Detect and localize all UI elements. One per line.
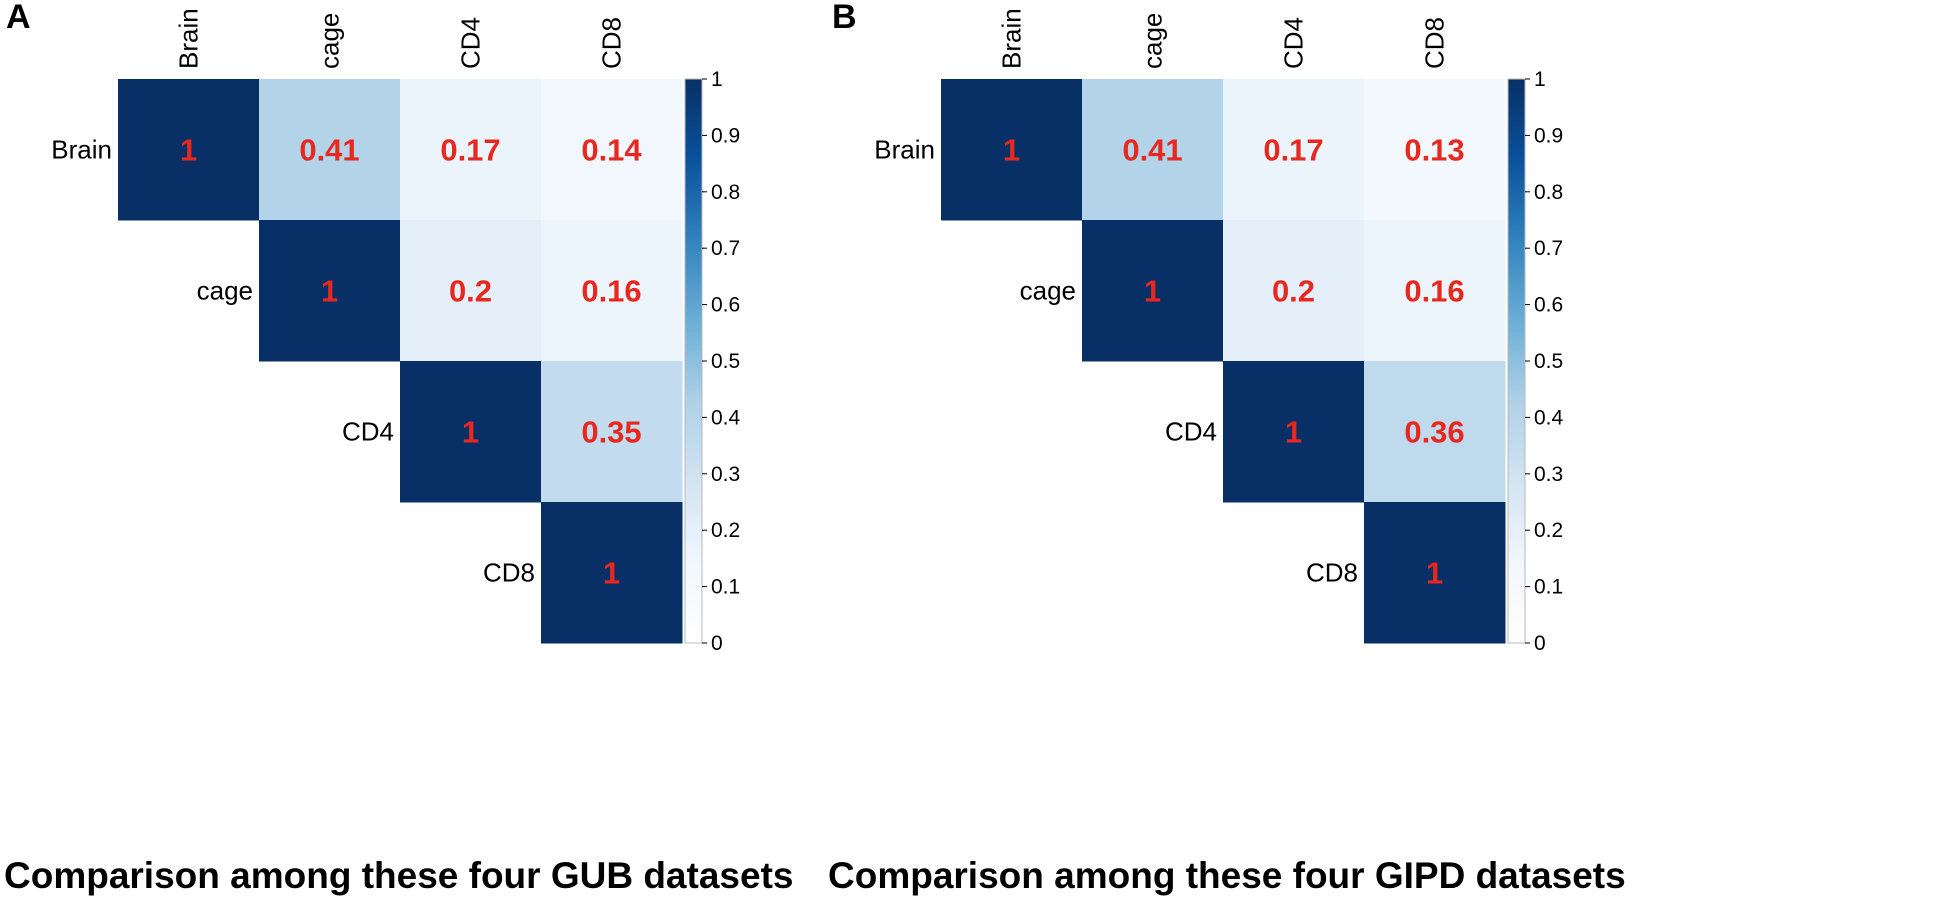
heatmap-cell xyxy=(259,79,401,221)
heatmap-cell xyxy=(400,79,542,221)
cell-value-label: 0.17 xyxy=(440,133,500,168)
cell-value-label: 1 xyxy=(1144,274,1161,309)
row-label: cage xyxy=(197,276,253,306)
heatmap-cell xyxy=(1364,361,1506,503)
heatmap-cell xyxy=(541,79,683,221)
cell-value-label: 0.16 xyxy=(581,274,641,309)
cell-value-label: 1 xyxy=(1426,556,1443,591)
colorbar-tick-label: 0.1 xyxy=(1534,576,1563,599)
cell-value-label: 0.2 xyxy=(1272,274,1315,309)
heatmap-cell xyxy=(118,79,260,221)
cell-value-label: 0.14 xyxy=(581,133,642,168)
heatmap-cell xyxy=(1364,79,1506,221)
heatmap-cell xyxy=(1223,220,1365,362)
heatmap-panel-a: A1 0.41 0.17 0.141 0.2 0.161 0.351BraincageCD4… xyxy=(4,0,793,896)
column-label: Brain xyxy=(174,8,204,69)
row-label: cage xyxy=(1020,276,1076,306)
colorbar-tick-label: 0.6 xyxy=(1534,294,1563,317)
heatmap-cell xyxy=(941,79,1083,221)
column-label: cage xyxy=(315,13,345,69)
row-label: Brain xyxy=(51,135,112,165)
colorbar-tick-label: 0.9 xyxy=(711,124,740,147)
cell-value-label: 1 xyxy=(321,274,338,309)
cell-value-label: 0.16 xyxy=(1404,274,1464,309)
heatmap-cell xyxy=(1223,361,1365,503)
row-label: CD8 xyxy=(1306,558,1358,588)
panel-caption: Comparison among these four GIPD dataset… xyxy=(828,855,1626,896)
row-label: Brain xyxy=(874,135,935,165)
cell-value-label: 1 xyxy=(603,556,620,591)
heatmap-cell xyxy=(1082,220,1224,362)
column-label: CD4 xyxy=(1279,17,1309,69)
colorbar-tick-label: 0.9 xyxy=(1534,124,1563,147)
cell-value-label: 0.35 xyxy=(581,415,641,450)
column-label: CD4 xyxy=(456,17,486,69)
heatmap-cell xyxy=(541,502,683,644)
panel-label: B xyxy=(832,0,857,36)
cell-value-label: 0.13 xyxy=(1404,133,1464,168)
cell-value-label: 0.41 xyxy=(1122,133,1182,168)
panel-label: A xyxy=(6,0,31,36)
colorbar-tick-label: 0.2 xyxy=(711,519,740,542)
colorbar-tick-label: 0.8 xyxy=(1534,181,1563,204)
cell-value-label: 0.41 xyxy=(299,133,359,168)
colorbar-tick-label: 0.5 xyxy=(711,350,740,373)
colorbar-tick-label: 0.7 xyxy=(1534,237,1563,260)
cell-value-label: 1 xyxy=(462,415,479,450)
colorbar-tick-label: 1 xyxy=(1534,68,1546,91)
colorbar-tick-label: 0 xyxy=(711,632,723,655)
heatmap-cell xyxy=(1364,502,1506,644)
row-label: CD8 xyxy=(483,558,535,588)
colorbar-tick-label: 0.3 xyxy=(1534,463,1563,486)
cell-value-label: 0.36 xyxy=(1404,415,1464,450)
colorbar-tick-label: 0.3 xyxy=(711,463,740,486)
row-label: CD4 xyxy=(1165,417,1217,447)
colorbar-tick-label: 0.8 xyxy=(711,181,740,204)
panel-caption: Comparison among these four GUB datasets xyxy=(4,855,793,896)
colorbar xyxy=(1507,78,1526,644)
heatmap-cell xyxy=(541,220,683,362)
colorbar-tick-label: 0.6 xyxy=(711,294,740,317)
cell-value-label: 1 xyxy=(1285,415,1302,450)
heatmap-cell xyxy=(1223,79,1365,221)
column-label: cage xyxy=(1138,13,1168,69)
heatmap-cell xyxy=(400,220,542,362)
cell-value-label: 0.2 xyxy=(449,274,492,309)
heatmap-cell xyxy=(1082,79,1224,221)
colorbar-tick-label: 0.4 xyxy=(711,406,741,429)
colorbar-tick-label: 0.5 xyxy=(1534,350,1563,373)
colorbar-tick-label: 0.1 xyxy=(711,576,740,599)
row-label: CD4 xyxy=(342,417,394,447)
column-label: Brain xyxy=(997,8,1027,69)
column-label: CD8 xyxy=(1420,17,1450,69)
heatmap-cell xyxy=(259,220,401,362)
heatmap-cell xyxy=(1364,220,1506,362)
cell-value-label: 1 xyxy=(180,133,197,168)
colorbar-tick-label: 0 xyxy=(1534,632,1546,655)
heatmap-panel-b: B1 0.41 0.17 0.131 0.2 0.161 0.361BraincageCD4… xyxy=(828,0,1626,896)
colorbar-tick-label: 0.4 xyxy=(1534,406,1564,429)
colorbar xyxy=(684,78,703,644)
heatmap-cell xyxy=(541,361,683,503)
column-label: CD8 xyxy=(597,17,627,69)
cell-value-label: 0.17 xyxy=(1263,133,1323,168)
colorbar-tick-label: 0.7 xyxy=(711,237,740,260)
colorbar-tick-label: 1 xyxy=(711,68,723,91)
heatmap-cell xyxy=(400,361,542,503)
colorbar-tick-label: 0.2 xyxy=(1534,519,1563,542)
cell-value-label: 1 xyxy=(1003,133,1020,168)
